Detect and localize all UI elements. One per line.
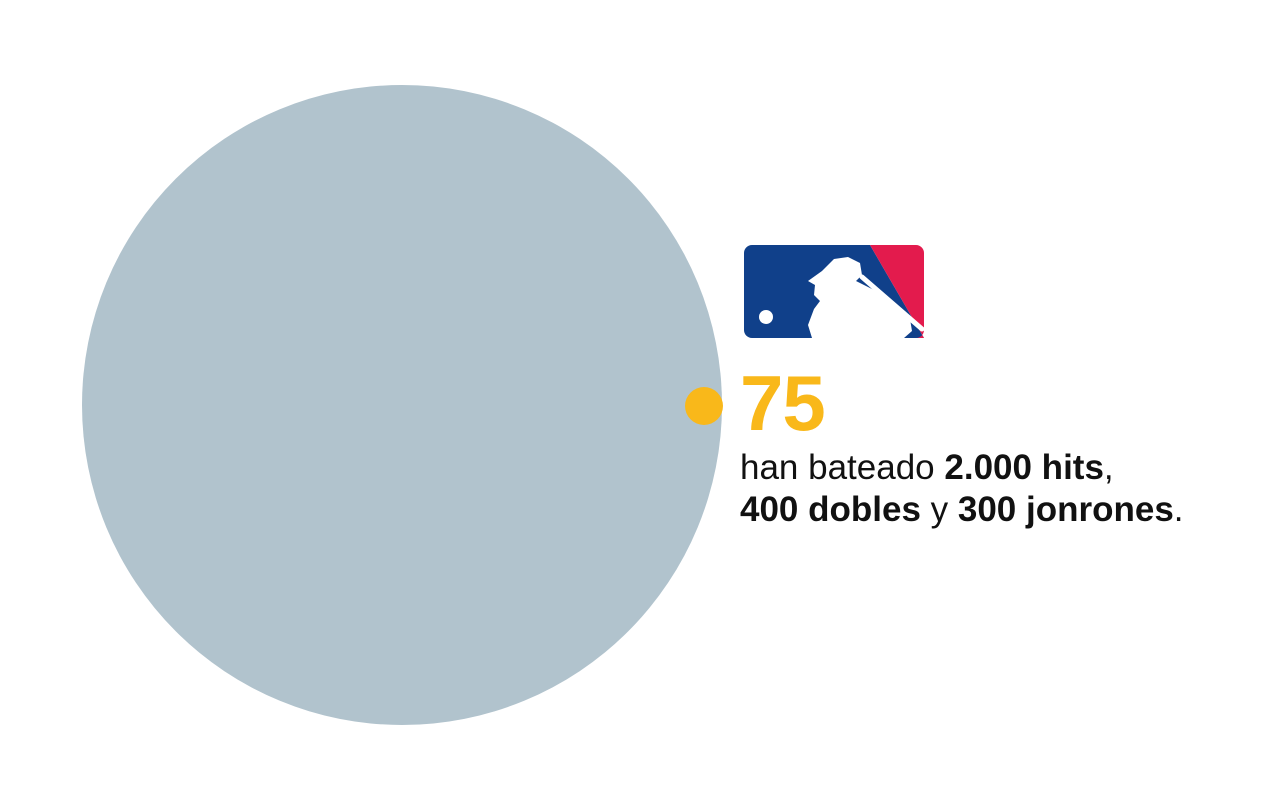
caption-hits: 2.000 hits: [944, 448, 1104, 487]
logo-red-field: [870, 245, 924, 338]
caption-doubles: 400 dobles: [740, 490, 921, 529]
stat-caption: han bateado 2.000 hits, 400 dobles y 300 …: [740, 447, 1240, 531]
caption-comma: ,: [1103, 448, 1114, 487]
logo-ball: [759, 310, 773, 324]
caption-and: y: [920, 490, 958, 529]
caption-homers: 300 jonrones: [957, 490, 1174, 529]
logo-batter-silhouette: [808, 257, 912, 338]
logo-bat: [859, 274, 924, 332]
mlb-logo: [744, 245, 924, 338]
stat-value: 75: [740, 359, 826, 447]
caption-period: .: [1173, 490, 1184, 529]
highlight-dot: [685, 387, 723, 425]
total-circle: [82, 85, 722, 725]
caption-text: han bateado: [740, 448, 945, 487]
